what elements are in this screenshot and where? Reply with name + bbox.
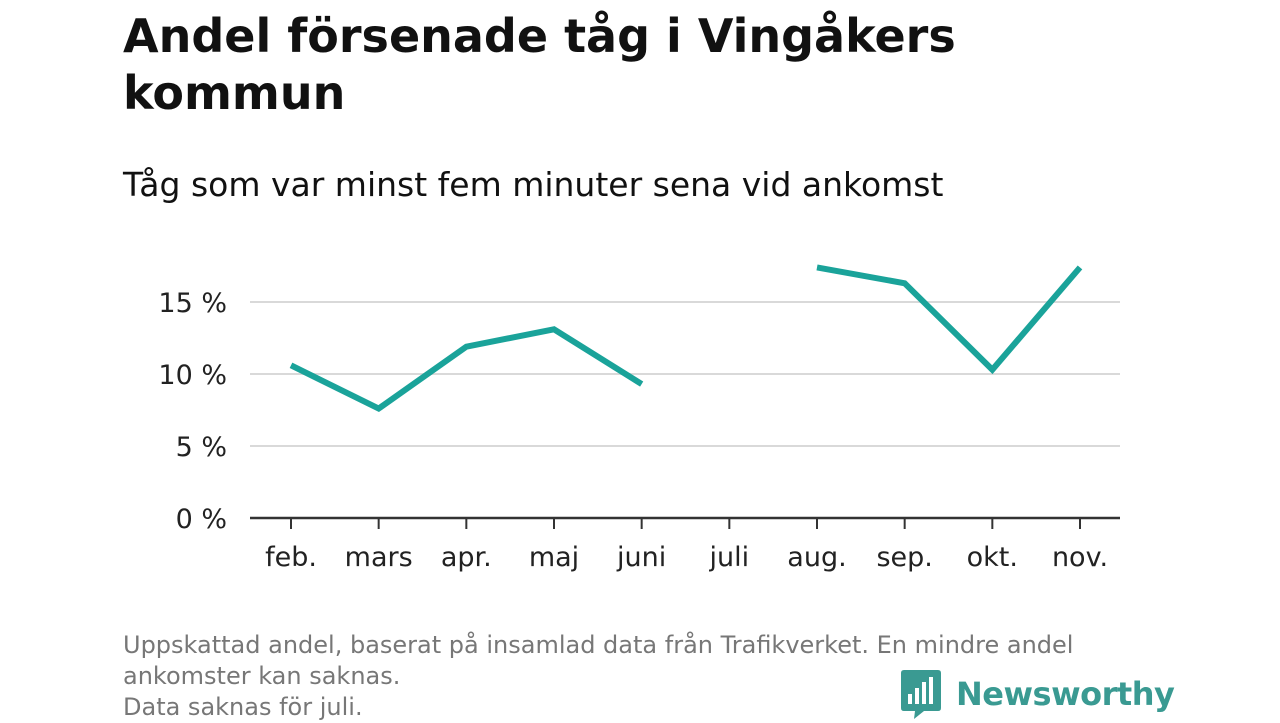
y-tick-label: 0 % xyxy=(176,504,227,535)
y-tick-label: 5 % xyxy=(176,432,227,463)
x-tick-label: apr. xyxy=(441,542,492,573)
footnote-source: Uppskattad andel, baserat på insamlad da… xyxy=(123,631,1082,690)
bar-chart-icon xyxy=(901,670,941,719)
x-tick-label: okt. xyxy=(967,542,1018,573)
line-chart: 0 % 5 % 10 % 15 % feb. mars apr. maj juni juli aug… xyxy=(158,264,1120,573)
series-line xyxy=(816,264,1083,375)
x-tick-label: mars xyxy=(345,542,413,573)
x-tick-label: aug. xyxy=(787,542,846,573)
x-tick-label: sep. xyxy=(876,542,932,573)
footnote: Uppskattad andel, baserat på insamlad da… xyxy=(123,630,1163,723)
chart-subtitle: Tåg som var minst fem minuter sena vid a… xyxy=(123,165,944,204)
series-line xyxy=(289,326,644,413)
footnote-missing: Data saknas för juli. xyxy=(123,693,363,721)
x-tick-label: nov. xyxy=(1052,542,1108,573)
chart-title: Andel försenade tåg i Vingåkers kommun xyxy=(123,9,956,120)
logo-text: Newsworthy xyxy=(956,675,1175,713)
x-tick-label: juni xyxy=(616,542,666,573)
y-tick-label: 15 % xyxy=(158,288,227,319)
x-tick-label: juli xyxy=(709,542,750,573)
newsworthy-logo: Newsworthy xyxy=(900,668,1175,720)
y-tick-label: 10 % xyxy=(158,360,227,391)
x-tick-label: feb. xyxy=(265,542,317,573)
x-tick-label: maj xyxy=(529,542,579,573)
